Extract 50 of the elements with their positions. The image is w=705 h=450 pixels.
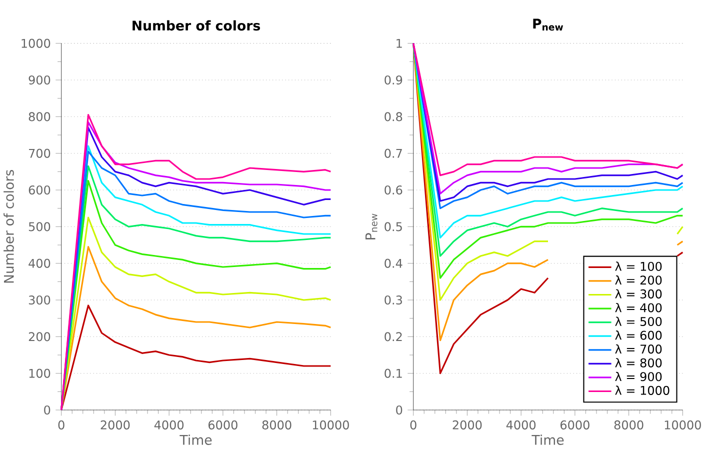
- legend-label: λ = 500: [615, 316, 662, 326]
- legend-label: λ = 400: [615, 302, 662, 312]
- y-tick-label: 500: [28, 222, 50, 232]
- legend-label: λ = 700: [615, 344, 662, 354]
- x-tick-label: 6000: [560, 420, 590, 430]
- y-tick-label: 0.9: [384, 75, 402, 85]
- y-tick-label: 200: [28, 332, 50, 342]
- x-axis-title: Time: [532, 434, 564, 445]
- x-axis-title: Time: [180, 434, 212, 445]
- x-tick-label: 2000: [100, 420, 130, 430]
- y-tick-label: 0.3: [384, 295, 402, 305]
- y-axis-title: P$_{new}$: [366, 214, 378, 240]
- y-tick-label: 0.4: [384, 258, 402, 268]
- x-tick-label: 6000: [208, 420, 238, 430]
- y-tick-label: 900: [28, 75, 50, 85]
- legend-label: λ = 100: [615, 262, 662, 271]
- x-tick-label: 2000: [452, 420, 482, 430]
- y-tick-label: 0.6: [384, 185, 402, 195]
- legend-label: λ = 800: [615, 358, 662, 368]
- y-tick-label: 600: [28, 185, 50, 195]
- legend-label: λ = 300: [615, 289, 662, 298]
- legend-label: λ = 900: [615, 372, 662, 382]
- y-tick-label: 100: [29, 368, 50, 378]
- y-tick-label: 800: [28, 112, 50, 122]
- x-tick-label: 0: [410, 420, 416, 430]
- y-tick-label: 0.7: [384, 148, 402, 158]
- legend-label: λ = 600: [615, 330, 662, 340]
- chart-title: P$_{new}$: [533, 18, 564, 31]
- legend-label: λ = 200: [615, 275, 662, 285]
- x-tick-label: 4000: [154, 420, 184, 430]
- chart-title: Number of colors: [132, 20, 260, 31]
- legend-label: λ = 1000: [615, 386, 670, 395]
- y-tick-label: 400: [28, 258, 50, 268]
- x-tick-label: 10000: [312, 420, 349, 430]
- x-tick-label: 10000: [664, 420, 701, 430]
- x-tick-label: 8000: [614, 420, 644, 430]
- y-tick-label: 1000: [22, 38, 50, 48]
- y-tick-label: 700: [29, 148, 50, 158]
- y-tick-label: 0: [44, 405, 50, 415]
- y-tick-label: 300: [28, 295, 50, 305]
- y-tick-label: 0.8: [384, 112, 402, 122]
- y-tick-label: 0.2: [384, 332, 402, 342]
- y-tick-label: 0.5: [384, 222, 402, 232]
- x-tick-label: 8000: [262, 420, 292, 430]
- x-tick-label: 0: [58, 420, 64, 430]
- y-tick-label: 0.1: [384, 368, 402, 378]
- x-tick-label: 4000: [506, 420, 536, 430]
- y-tick-label: 0: [396, 405, 402, 415]
- y-tick-label: 1: [396, 38, 402, 48]
- y-axis-title: Number of colors: [4, 170, 14, 283]
